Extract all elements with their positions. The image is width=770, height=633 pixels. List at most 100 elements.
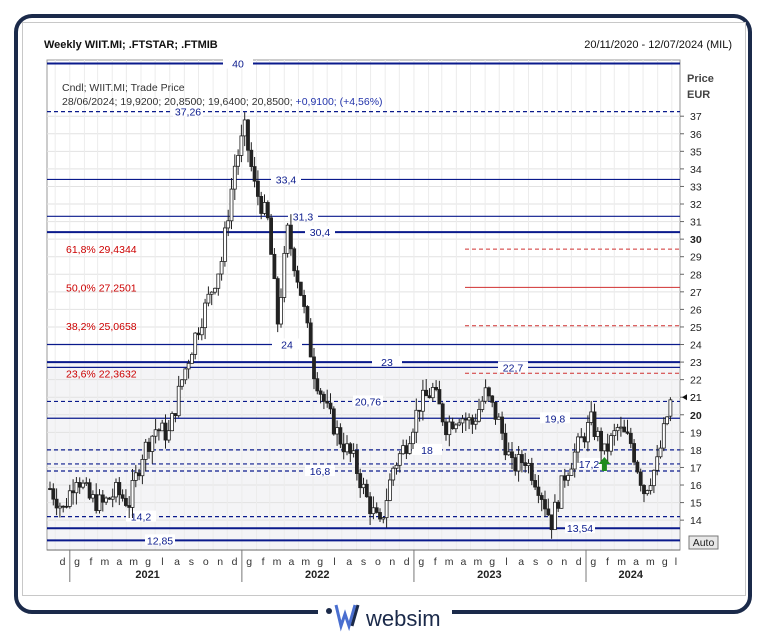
- level-label: 24: [281, 340, 293, 352]
- candle: [219, 256, 224, 281]
- month-label: d: [404, 556, 410, 568]
- candle-body: [209, 291, 214, 295]
- candle-body: [325, 400, 330, 404]
- candle: [318, 388, 323, 404]
- y-tick-label: 35: [690, 146, 702, 158]
- candle: [328, 393, 333, 414]
- candle-body: [150, 435, 155, 452]
- info-line-2: 28/06/2024; 19,9200; 20,8500; 19,6400; 2…: [62, 96, 383, 108]
- candle: [661, 417, 666, 452]
- candle-body: [341, 443, 346, 453]
- candle-body: [170, 413, 175, 432]
- candle-body: [599, 430, 603, 452]
- candle-body: [586, 422, 590, 443]
- level-label-bg: [145, 534, 175, 546]
- candle-body: [427, 395, 432, 399]
- candle-body: [252, 166, 257, 182]
- candle: [54, 488, 59, 516]
- level-label-bg: [540, 412, 570, 424]
- candle: [279, 288, 283, 328]
- candle-body: [265, 202, 270, 219]
- candle-body: [354, 450, 359, 474]
- candle-body: [345, 443, 349, 453]
- auto-button[interactable]: Auto: [688, 535, 719, 550]
- candle-body: [533, 480, 537, 488]
- candle-body: [368, 496, 373, 515]
- candle-body: [394, 464, 399, 469]
- candle: [275, 276, 280, 333]
- candle-body: [510, 451, 514, 459]
- candle: [473, 413, 478, 430]
- candle: [510, 441, 514, 470]
- last-value-label: 21: [690, 392, 702, 404]
- level-label-bg: [272, 338, 302, 350]
- candle-body: [483, 387, 488, 402]
- y-tick-label: 19: [690, 427, 702, 439]
- candle-body: [661, 423, 666, 449]
- candle-body: [147, 441, 151, 452]
- y-tick-label: 36: [690, 129, 702, 141]
- candle: [453, 423, 458, 433]
- candle: [493, 401, 498, 425]
- y-tick-label: 29: [690, 252, 702, 264]
- candle-body: [658, 447, 663, 458]
- candle: [255, 170, 260, 206]
- candle: [265, 200, 270, 221]
- candle: [615, 423, 620, 441]
- candle: [500, 411, 505, 441]
- candle-body: [652, 469, 656, 487]
- level-label-bg: [271, 173, 301, 185]
- candle: [269, 213, 274, 255]
- candle-body: [579, 436, 584, 439]
- candle: [285, 222, 290, 258]
- candle-body: [183, 368, 188, 381]
- candle: [226, 209, 231, 237]
- price-axis-label: Price: [687, 73, 714, 85]
- candle-body: [592, 411, 597, 437]
- candle-body: [589, 411, 594, 423]
- fib-label: 50,0% 27,2501: [66, 282, 137, 294]
- candle: [180, 379, 184, 390]
- candle-body: [302, 294, 307, 307]
- last-value-marker: [682, 394, 687, 401]
- candle: [325, 389, 330, 408]
- candle: [199, 318, 204, 341]
- month-label: m: [473, 556, 482, 568]
- candle-body: [529, 462, 534, 481]
- candle-body: [434, 387, 439, 390]
- candle: [622, 419, 627, 433]
- candle: [655, 445, 660, 476]
- candle-body: [193, 332, 198, 355]
- candle: [51, 483, 56, 506]
- candle: [391, 466, 396, 486]
- candle-body: [166, 430, 171, 441]
- candle: [130, 469, 135, 518]
- candle: [150, 435, 155, 464]
- candle: [430, 382, 435, 402]
- year-label: 2022: [305, 569, 329, 581]
- candle-body: [94, 494, 99, 511]
- y-tick-label: 20: [690, 410, 702, 422]
- candle: [599, 427, 603, 463]
- candle: [216, 273, 221, 296]
- candle: [648, 478, 653, 495]
- month-label: a: [633, 556, 639, 568]
- month-label: g: [317, 556, 323, 568]
- candle: [203, 298, 208, 340]
- candle-body: [219, 261, 224, 275]
- candle-body: [312, 356, 316, 380]
- candle-body: [520, 454, 524, 464]
- candle-body: [213, 287, 217, 293]
- candle: [183, 368, 188, 385]
- candle-body: [609, 435, 613, 452]
- candle-body: [572, 451, 577, 470]
- candle: [246, 118, 250, 163]
- candle: [153, 419, 158, 444]
- candle-body: [315, 378, 320, 392]
- candle: [486, 386, 491, 402]
- candle: [652, 469, 656, 494]
- candle-body: [473, 420, 478, 425]
- candle-body: [259, 196, 264, 214]
- candle: [272, 248, 277, 280]
- candle: [553, 494, 557, 531]
